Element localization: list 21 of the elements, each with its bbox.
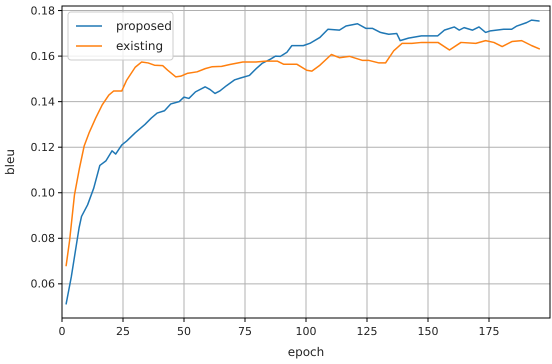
legend-label: proposed [116, 19, 172, 34]
y-tick-label: 0.18 [30, 4, 55, 18]
x-tick-label: 100 [296, 325, 316, 338]
line-series [65, 40, 540, 266]
y-axis-title: bleu [3, 149, 17, 175]
x-tick-label: 175 [478, 325, 500, 338]
y-tick-label: 0.08 [30, 232, 55, 246]
y-tick-label: 0.06 [30, 278, 55, 291]
y-tick-label: 0.16 [30, 50, 55, 63]
x-tick-label: 150 [418, 325, 438, 338]
y-tick-label: 0.12 [30, 141, 55, 154]
y-tick-label: 0.14 [30, 96, 55, 108]
y-tick-label: 0.10 [30, 186, 55, 200]
x-tick-label: 75 [238, 325, 252, 338]
legend-label: existing [116, 39, 164, 54]
x-tick-label: 0 [58, 325, 66, 338]
x-axis-title: epoch [288, 345, 324, 359]
x-tick-label: 50 [177, 325, 191, 338]
x-tick-label: 25 [116, 325, 130, 338]
x-tick-label: 125 [356, 325, 378, 338]
line-series [65, 19, 540, 305]
